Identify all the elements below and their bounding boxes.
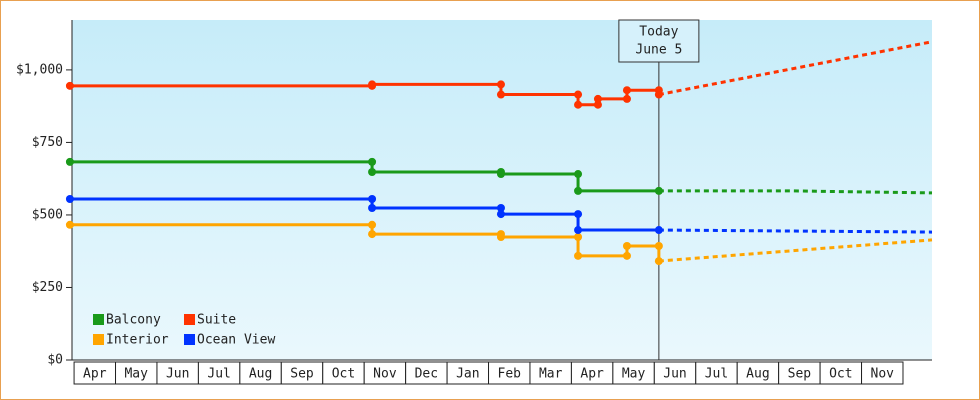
point: [574, 90, 583, 99]
x-tick-label: Jul: [705, 367, 728, 382]
point: [65, 220, 74, 229]
point: [574, 251, 583, 260]
point: [574, 170, 583, 179]
point: [622, 241, 631, 250]
x-tick-label: Nov: [373, 367, 397, 382]
x-tick-label: Mar: [539, 367, 563, 382]
x-tick-label: May: [622, 367, 646, 382]
y-tick-label: $750: [32, 135, 63, 150]
x-tick-label: Aug: [746, 367, 769, 382]
point: [368, 203, 377, 212]
point: [368, 168, 377, 177]
point: [496, 210, 505, 219]
y-tick-label: $0: [47, 353, 63, 368]
x-tick-label: Oct: [332, 367, 355, 382]
x-tick-label: Jun: [663, 367, 686, 382]
x-tick-label: Jun: [166, 367, 189, 382]
point: [574, 210, 583, 219]
point: [654, 186, 663, 195]
point: [496, 232, 505, 241]
point: [593, 94, 602, 103]
legend-label: Balcony: [106, 313, 161, 328]
x-tick-label: Feb: [498, 367, 522, 382]
legend-label: Ocean View: [197, 333, 275, 348]
point: [574, 100, 583, 109]
today-box: [618, 19, 700, 63]
point: [654, 226, 663, 235]
point: [368, 230, 377, 239]
point: [622, 86, 631, 95]
x-tick-label: Nov: [871, 367, 895, 382]
legend-label: Interior: [106, 333, 169, 348]
legend-label: Suite: [197, 313, 236, 328]
point: [368, 194, 377, 203]
point: [654, 241, 663, 250]
point: [368, 157, 377, 166]
y-tick-label: $500: [32, 207, 63, 222]
point: [574, 226, 583, 235]
x-tick-label: Apr: [580, 367, 604, 382]
point: [654, 257, 663, 266]
x-tick-label: Sep: [788, 367, 812, 382]
x-tick-label: Sep: [290, 367, 314, 382]
point: [496, 90, 505, 99]
point: [496, 170, 505, 179]
projection-line: [658, 40, 933, 97]
x-tick-label: May: [124, 367, 148, 382]
point: [496, 80, 505, 89]
legend-swatch: [184, 314, 195, 325]
x-tick-label: Jul: [207, 367, 230, 382]
x-tick-label: Oct: [829, 367, 852, 382]
y-tick-label: $1,000: [16, 62, 63, 77]
point: [574, 186, 583, 195]
point: [368, 80, 377, 89]
point: [368, 220, 377, 229]
point: [65, 81, 74, 90]
x-tick-label: Aug: [249, 367, 272, 382]
x-tick-label: Apr: [83, 367, 107, 382]
point: [654, 90, 663, 99]
point: [65, 157, 74, 166]
projection-line: [658, 228, 933, 234]
x-tick-label: Jan: [456, 367, 479, 382]
x-tick-label: Dec: [415, 367, 438, 382]
y-tick-label: $250: [32, 280, 63, 295]
point: [65, 194, 74, 203]
point: [496, 203, 505, 212]
projection-line: [658, 189, 933, 195]
today-label: Today: [639, 25, 678, 40]
point: [622, 94, 631, 103]
point: [593, 100, 602, 109]
legend-swatch: [184, 334, 195, 345]
legend-swatch: [93, 314, 104, 325]
legend-swatch: [93, 334, 104, 345]
point: [574, 232, 583, 241]
point: [622, 251, 631, 260]
projection-line: [658, 238, 933, 263]
today-label: June 5: [635, 43, 682, 58]
month-cell: [861, 361, 904, 385]
